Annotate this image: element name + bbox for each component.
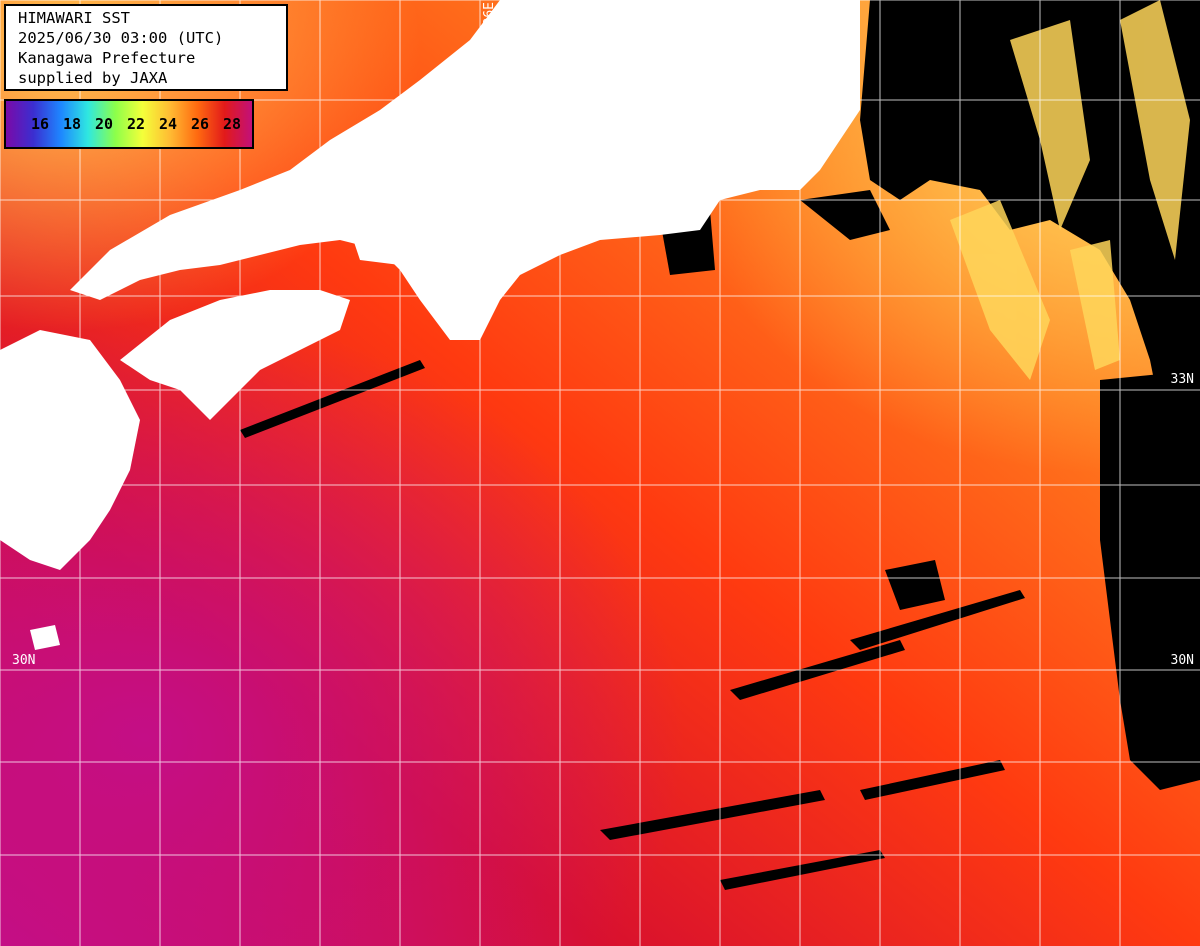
legend-tick-18: 18 (62, 115, 82, 133)
info-box: HIMAWARI SST 2025/06/30 03:00 (UTC) Kana… (4, 4, 288, 91)
legend-tick-24: 24 (158, 115, 178, 133)
color-legend: 16 18 20 22 24 26 28 (4, 99, 254, 149)
longitude-label-136e: 136E (482, 2, 497, 34)
data-credit: supplied by JAXA (18, 69, 168, 87)
legend-color-bar (6, 101, 252, 147)
legend-tick-22: 22 (126, 115, 146, 133)
legend-ticks: 16 18 20 22 24 26 28 (6, 101, 252, 147)
latitude-label-30n-right: 30N (1170, 653, 1194, 668)
provider-prefecture: Kanagawa Prefecture (18, 49, 196, 67)
legend-tick-20: 20 (94, 115, 114, 133)
observation-time: 2025/06/30 03:00 (UTC) (18, 29, 224, 47)
legend-tick-26: 26 (190, 115, 210, 133)
latitude-label-33n-right: 33N (1170, 372, 1194, 387)
cool-bands (950, 0, 1190, 380)
latitude-label-30n-left: 30N (12, 653, 36, 668)
legend-tick-28: 28 (222, 115, 242, 133)
latitude-label-33-left: 33 (12, 372, 28, 387)
legend-tick-16: 16 (30, 115, 50, 133)
cloud-mask (240, 0, 1200, 890)
product-title: HIMAWARI SST (18, 9, 130, 27)
